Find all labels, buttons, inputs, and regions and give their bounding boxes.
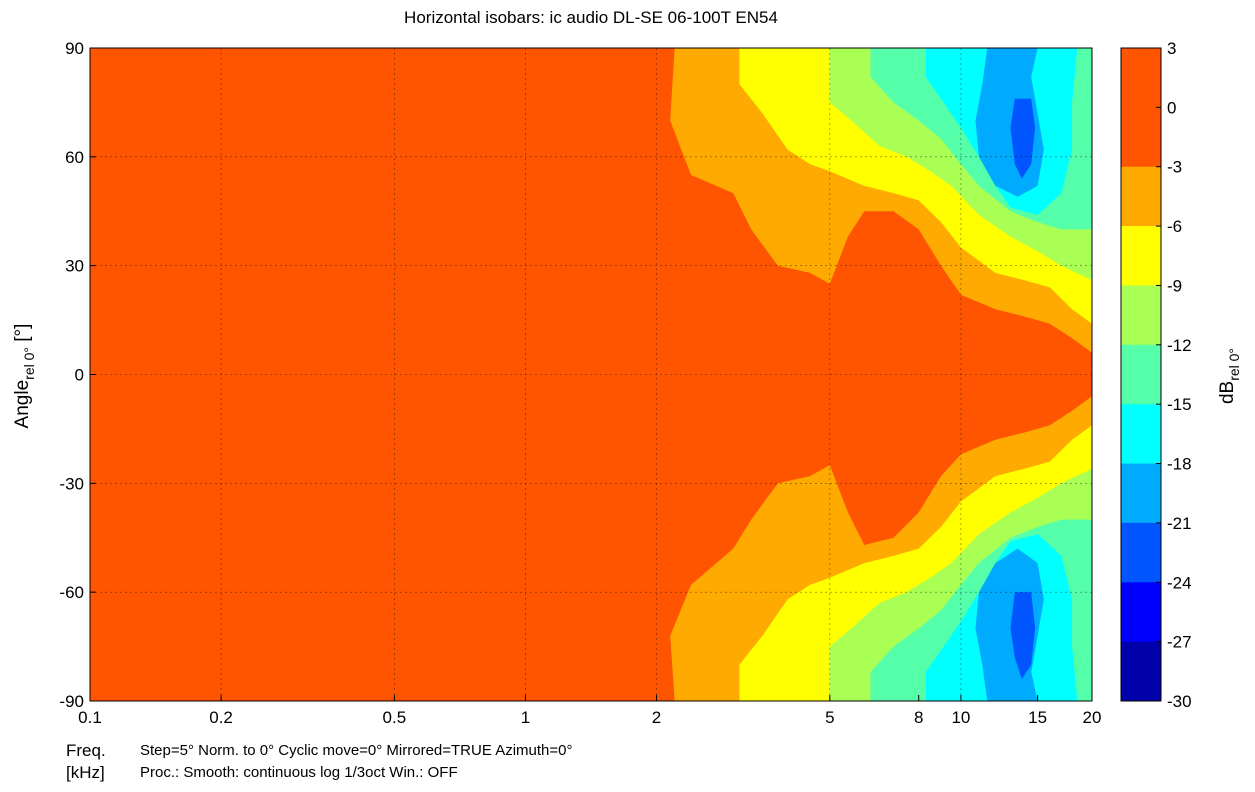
colorbar-bin (1121, 107, 1161, 168)
y-tick-label: -30 (59, 474, 84, 493)
x-tick-label: 0.5 (383, 708, 407, 727)
x-tick-label: 10 (951, 708, 970, 727)
colorbar-label: dBrel 0° (1217, 348, 1242, 404)
colorbar-bin (1121, 48, 1161, 108)
colorbar-bin (1121, 404, 1161, 465)
x-axis-label-freq: Freq. (66, 741, 106, 760)
colorbar-tick-label: -9 (1167, 276, 1182, 295)
settings-line-1: Step=5° Norm. to 0° Cyclic move=0° Mirro… (140, 742, 573, 759)
colorbar-tick-label: -6 (1167, 217, 1182, 236)
colorbar-bin (1121, 641, 1161, 702)
settings-line-2: Proc.: Smooth: continuous log 1/3oct Win… (140, 764, 458, 781)
y-axis-label: Anglerel 0° [°] (12, 324, 37, 429)
x-tick-label: 20 (1083, 708, 1102, 727)
colorbar-tick-label: -24 (1167, 573, 1192, 592)
colorbar-bins (1121, 48, 1161, 702)
x-axis-ticks: 0.1 0.2 0.5 1 2 5 8 10 15 20 (78, 695, 1101, 727)
colorbar-tick-label: -3 (1167, 158, 1182, 177)
x-tick-label: 1 (521, 708, 530, 727)
colorbar-tick-label: -27 (1167, 633, 1192, 652)
y-tick-label: 30 (65, 257, 84, 276)
x-tick-label: 15 (1028, 708, 1047, 727)
colorbar-bin (1121, 166, 1161, 227)
y-axis-ticks: 90 60 30 0 -30 -60 -90 (59, 39, 96, 711)
contour-layer (670, 48, 1092, 701)
contour-region-minus18 (975, 48, 1092, 701)
contour-region-minus21 (1010, 98, 1036, 680)
colorbar-bin (1121, 344, 1161, 405)
x-axis-label-unit: [kHz] (66, 763, 105, 782)
x-tick-label: 0.2 (209, 708, 233, 727)
colorbar-bin (1121, 226, 1161, 286)
colorbar-tick-label: 3 (1167, 39, 1176, 58)
colorbar-ticks: 3 0 -3 -6 -9 -12 -15 -18 -21 -24 -27 -30 (1156, 39, 1192, 711)
colorbar-bin (1121, 285, 1161, 346)
colorbar-tick-label: -15 (1167, 395, 1192, 414)
colorbar-bin (1121, 463, 1161, 524)
colorbar-bin (1121, 522, 1161, 583)
y-tick-label: 0 (75, 366, 84, 385)
x-tick-label: 2 (652, 708, 661, 727)
x-tick-label: 5 (825, 708, 834, 727)
x-tick-label: 8 (914, 708, 923, 727)
gridlines (90, 48, 1092, 701)
chart-title: Horizontal isobars: ic audio DL-SE 06-10… (404, 8, 778, 27)
colorbar-tick-label: -21 (1167, 514, 1192, 533)
colorbar-bin (1121, 582, 1161, 643)
x-tick-label: 0.1 (78, 708, 102, 727)
y-tick-label: -90 (59, 692, 84, 711)
colorbar-tick-label: -30 (1167, 692, 1192, 711)
y-tick-label: 90 (65, 39, 84, 58)
y-tick-label: 60 (65, 148, 84, 167)
y-tick-label: -60 (59, 583, 84, 602)
colorbar-tick-label: 0 (1167, 98, 1176, 117)
colorbar-tick-label: -18 (1167, 455, 1192, 474)
colorbar-tick-label: -12 (1167, 336, 1192, 355)
colorbar-frame (1120, 47, 1162, 702)
